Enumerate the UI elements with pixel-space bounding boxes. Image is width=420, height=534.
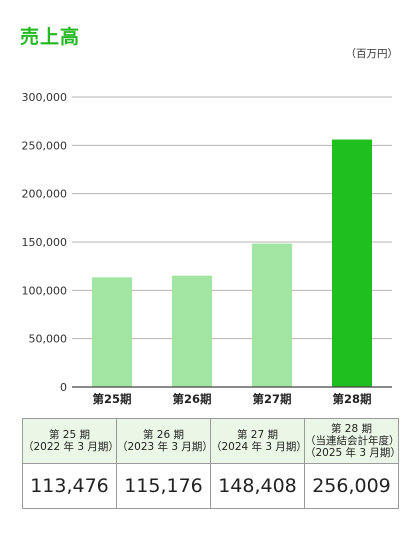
summary-table: 第 25 期 （2022 年 3 月期） 第 26 期 （2023 年 3 月期… xyxy=(22,418,401,509)
value-cell-26: 115,176 xyxy=(116,463,211,509)
bar-26 xyxy=(172,275,212,387)
y-tick-label: 150,000 xyxy=(22,236,68,249)
current-fiscal-year-label: （当連結会計年度） xyxy=(305,435,400,447)
fiscal-year-label: （2025 年 3 月期） xyxy=(305,447,401,459)
x-tick-label: 第27期 xyxy=(252,392,291,406)
header-cell-27: 第 27 期 （2024 年 3 月期） xyxy=(210,418,307,464)
bar-25 xyxy=(92,277,132,387)
period-label: 第 26 期 xyxy=(142,429,185,441)
summary-value-row: 113,476 115,176 148,408 256,009 xyxy=(22,463,399,509)
x-tick-label: 第25期 xyxy=(92,392,131,406)
header-cell-26: 第 26 期 （2023 年 3 月期） xyxy=(116,418,213,464)
y-tick-label: 100,000 xyxy=(22,284,68,297)
chart-title: 売上高 xyxy=(20,26,81,48)
value-cell-28: 256,009 xyxy=(304,463,399,509)
unit-label: （百万円） xyxy=(345,48,399,60)
bar-27 xyxy=(252,243,292,387)
fiscal-year-label: （2024 年 3 月期） xyxy=(211,441,307,453)
value-cell-25: 113,476 xyxy=(22,463,117,509)
header-cell-28: 第 28 期 （当連結会計年度） （2025 年 3 月期） xyxy=(304,418,401,464)
y-tick-label: 50,000 xyxy=(29,333,68,346)
x-tick-label: 第28期 xyxy=(332,392,371,406)
x-axis-ticks: 第25期 第26期 第27期 第28期 xyxy=(92,392,371,406)
y-axis-ticks: 0 50,000 100,000 150,000 200,000 250,000 300,0… xyxy=(22,91,68,394)
period-label: 第 27 期 xyxy=(236,429,279,441)
y-tick-label: 300,000 xyxy=(22,91,68,104)
value-cell-27: 148,408 xyxy=(210,463,305,509)
period-label: 第 28 期 xyxy=(330,423,373,435)
fiscal-year-label: （2023 年 3 月期） xyxy=(117,441,213,453)
fiscal-year-label: （2022 年 3 月期） xyxy=(23,441,119,453)
y-tick-label: 250,000 xyxy=(22,139,68,152)
header-cell-25: 第 25 期 （2022 年 3 月期） xyxy=(22,418,119,464)
period-label: 第 25 期 xyxy=(48,429,91,441)
y-tick-label: 0 xyxy=(60,381,67,394)
y-tick-label: 200,000 xyxy=(22,188,68,201)
bar-chart: 0 50,000 100,000 150,000 200,000 250,000 300,0… xyxy=(22,91,392,406)
summary-header-row: 第 25 期 （2022 年 3 月期） 第 26 期 （2023 年 3 月期… xyxy=(22,418,401,464)
bars xyxy=(92,139,372,387)
bar-28 xyxy=(332,139,372,387)
x-tick-label: 第26期 xyxy=(172,392,211,406)
